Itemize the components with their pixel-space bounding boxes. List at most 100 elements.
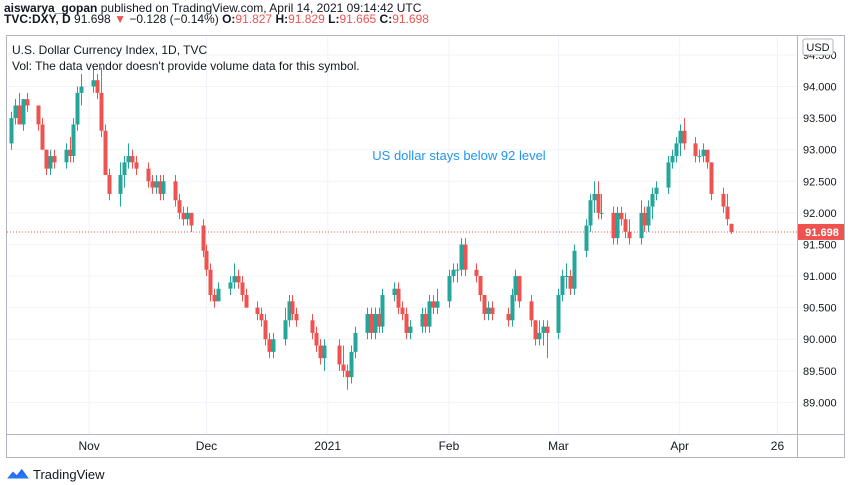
candle-body-up — [287, 301, 292, 321]
currency-label: USD — [806, 42, 829, 54]
candle-body-up — [185, 212, 190, 220]
candle-body-up — [408, 326, 413, 333]
candle-body-up — [64, 149, 69, 163]
candle-body-down — [529, 301, 534, 321]
candle-body-down — [337, 345, 342, 365]
time-tick-label: Nov — [78, 439, 99, 453]
author-name: aiswarya_gopan — [4, 1, 98, 15]
time-tick-label: Mar — [548, 439, 569, 453]
symbol-label: TVC:DXY, D — [4, 12, 71, 26]
footer-brand[interactable]: TradingView — [6, 465, 105, 483]
candle-body-up — [486, 307, 491, 314]
candle-body-down — [189, 212, 194, 226]
candle-body-down — [545, 326, 550, 333]
candle-body-up — [91, 80, 96, 87]
candle-body-up — [161, 181, 166, 194]
candle-body-up — [510, 295, 515, 321]
candle-body-down — [201, 225, 206, 251]
candle-body-down — [150, 181, 155, 188]
chart-title: U.S. Dollar Currency Index, 1D, TVC — [12, 43, 208, 57]
candle-body-down — [377, 313, 382, 327]
candle-body-up — [118, 174, 123, 194]
candle-body-down — [95, 80, 100, 93]
candle-body-down — [158, 181, 163, 194]
candle-body-up — [615, 212, 620, 239]
price-tick-label: 93.000 — [803, 145, 837, 157]
quote-line: TVC:DXY, D 91.698 ▼ −0.128 (−0.14%) O:91… — [4, 11, 429, 28]
candle-body-down — [310, 320, 315, 333]
candlestick-chart[interactable]: 94.50094.00093.50093.00092.50092.00091.5… — [7, 36, 845, 458]
candle-body-up — [459, 244, 464, 270]
candle-body-up — [380, 295, 385, 327]
candle-body-down — [533, 320, 538, 340]
candle-body-up — [599, 212, 604, 214]
down-arrow-icon: ▼ — [114, 12, 126, 26]
candle-body-down — [611, 212, 616, 239]
brand-name: TradingView — [33, 466, 105, 482]
candle-body-down — [642, 212, 647, 226]
candle-body-up — [646, 206, 651, 226]
candle-body-up — [13, 105, 18, 119]
candle-body-up — [541, 326, 546, 333]
price-tick-label: 90.500 — [803, 303, 837, 315]
candle-body-down — [596, 193, 601, 213]
candle-body-down — [212, 295, 217, 302]
low-value: 91.665 — [339, 12, 377, 26]
candle-body-up — [232, 276, 237, 283]
candle-body-up — [654, 187, 659, 194]
candle-body-up — [639, 212, 644, 239]
candle-body-up — [537, 332, 542, 340]
currency-badge — [802, 38, 834, 56]
candle-body-down — [255, 307, 260, 314]
candle-body-up — [666, 162, 671, 188]
chart-frame[interactable]: 94.500 94.000 93.500 93.000 92.500 92.000 91.5… — [6, 35, 845, 458]
high-label: H: — [275, 12, 289, 26]
low-label: L: — [328, 12, 340, 26]
candle-body-down — [259, 313, 264, 321]
time-tick-label: Apr — [670, 439, 689, 453]
candle-body-down — [290, 301, 295, 314]
candle-body-up — [9, 118, 14, 144]
candle-body-down — [705, 149, 710, 163]
tradingview-logo-icon — [7, 468, 29, 479]
open-value: 91.827 — [235, 12, 273, 26]
last-price: 91.698 — [74, 12, 111, 26]
candle-body-down — [17, 105, 22, 125]
candle-body-down — [314, 332, 319, 346]
candle-body-down — [236, 276, 241, 283]
candle-body-down — [240, 282, 245, 296]
candle-body-down — [725, 206, 730, 220]
candle-body-down — [130, 156, 135, 163]
candle-body-up — [122, 162, 127, 175]
price-tick-label: 89.000 — [803, 397, 837, 409]
publish-line: aiswarya_gopan published on TradingView.… — [4, 0, 421, 17]
candle-body-up — [21, 99, 26, 125]
close-label: C: — [379, 12, 393, 26]
candle-body-up — [513, 276, 518, 296]
candle-body-up — [588, 200, 593, 226]
candle-body-down — [294, 313, 299, 321]
candle-body-up — [353, 332, 358, 352]
candle-body-down — [431, 301, 436, 308]
price-tick-label: 90.000 — [803, 334, 837, 346]
candle-body-up — [592, 193, 597, 201]
price-tick-label: 93.500 — [803, 113, 837, 125]
candle-body-up — [79, 86, 84, 93]
candle-body-up — [674, 143, 679, 157]
candle-body-down — [400, 307, 405, 314]
price-tick-label: 91.000 — [803, 271, 837, 283]
candle-body-down — [263, 320, 268, 340]
candle-body-down — [25, 99, 30, 106]
candle-body-down — [244, 295, 249, 308]
candle-body-down — [44, 149, 49, 169]
candle-body-up — [697, 156, 702, 158]
candle-body-down — [693, 143, 698, 157]
candle-body-down — [506, 313, 511, 321]
candle-body-down — [490, 307, 495, 314]
candle-body-up — [447, 276, 452, 302]
chart-annotation: US dollar stays below 92 level — [372, 148, 546, 163]
candle-body-up — [365, 313, 370, 333]
volume-note: Vol: The data vendor doesn't provide vol… — [12, 59, 360, 73]
candle-body-down — [478, 276, 483, 296]
candle-body-down — [463, 244, 468, 270]
